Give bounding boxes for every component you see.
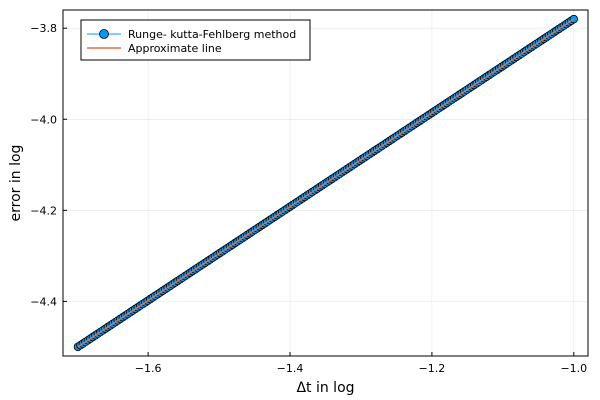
y-tick-label: −4.4	[30, 295, 57, 308]
x-tick-label: −1.6	[135, 362, 162, 375]
approx-line	[77, 18, 575, 348]
x-axis-label: Δt in log	[296, 380, 354, 396]
x-tick-label: −1.2	[419, 362, 446, 375]
legend: Runge- kutta-Fehlberg method Approximate…	[80, 19, 311, 61]
legend-marker-dot-rkf	[99, 29, 109, 39]
y-tick-label: −4.0	[30, 113, 57, 126]
series-approximate-line	[77, 18, 575, 348]
y-tick-label: −4.2	[30, 204, 57, 217]
x-tick-label: −1.0	[560, 362, 587, 375]
axis-ticks: −1.6 −1.4 −1.2 −1.0 −4.4 −4.2 −4.0 −3.8	[30, 22, 587, 375]
x-tick-label: −1.4	[277, 362, 304, 375]
legend-box	[80, 19, 311, 61]
plot-frame	[62, 9, 589, 357]
legend-label-approx: Approximate line	[128, 42, 222, 55]
y-axis-label: error in log	[8, 145, 24, 222]
y-tick-label: −3.8	[30, 22, 57, 35]
legend-label-rkf: Runge- kutta-Fehlberg method	[128, 28, 296, 41]
